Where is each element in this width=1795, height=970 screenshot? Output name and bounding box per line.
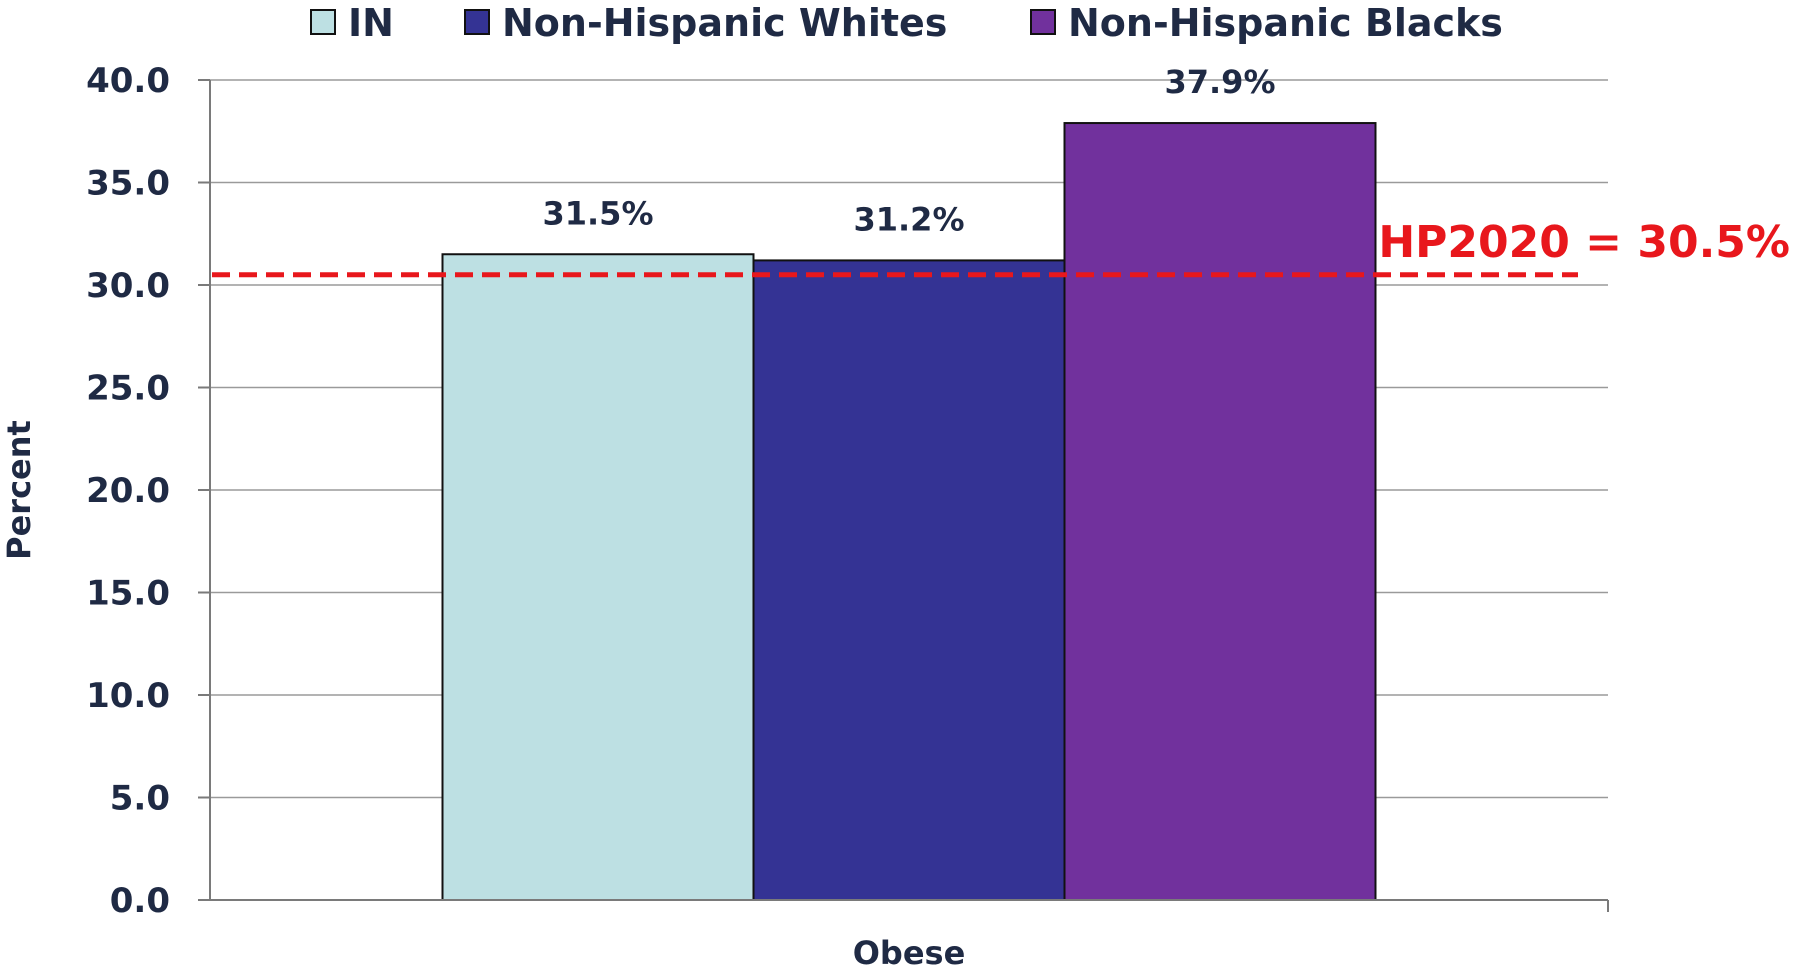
legend-swatch — [1030, 9, 1056, 35]
y-tick-label: 25.0 — [86, 369, 170, 409]
hp2020-reference-label: HP2020 = 30.5% — [1378, 217, 1790, 268]
bar-in — [441, 253, 755, 901]
bar-non-hispanic-blacks — [1063, 122, 1377, 902]
y-tick-label: 40.0 — [86, 61, 170, 101]
y-tick-label: 10.0 — [86, 676, 170, 716]
legend-swatch — [464, 9, 490, 35]
bars — [441, 122, 1377, 902]
bar-value-label: 37.9% — [1164, 63, 1275, 101]
legend-swatch — [310, 9, 336, 35]
y-tick-label: 15.0 — [86, 574, 170, 614]
y-axis-title: Percent — [0, 420, 38, 560]
y-tick-label: 0.0 — [110, 881, 170, 921]
y-tick-label: 30.0 — [86, 266, 170, 306]
y-tick-label: 20.0 — [86, 471, 170, 511]
reference-line-group: HP2020 = 30.5% — [212, 217, 1790, 278]
bar-value-label: 31.2% — [853, 200, 964, 238]
data-labels: 31.5% 31.2% 37.9% — [542, 63, 1275, 238]
legend: IN Non-Hispanic Whites Non-Hispanic Blacks — [310, 1, 1503, 45]
y-tick-label: 5.0 — [110, 779, 170, 819]
legend-label: Non-Hispanic Whites — [502, 1, 947, 45]
legend-label: IN — [348, 1, 394, 45]
bar-non-hispanic-whites — [752, 259, 1066, 901]
legend-label: Non-Hispanic Blacks — [1068, 1, 1503, 45]
y-tick-label: 35.0 — [86, 164, 170, 204]
axes: 0.0 5.0 10.0 15.0 20.0 25.0 30.0 35.0 40.0 Obese — [86, 61, 1609, 970]
x-category-label: Obese — [853, 934, 966, 970]
bar-value-label: 31.5% — [542, 194, 653, 232]
